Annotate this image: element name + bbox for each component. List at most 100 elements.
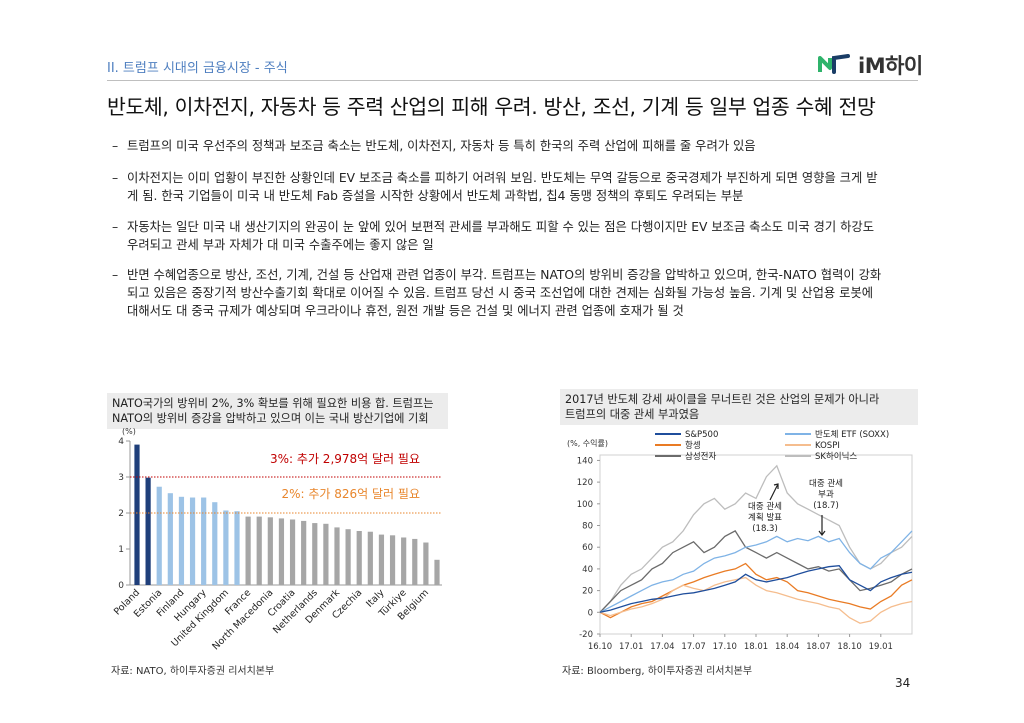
y-tick-label: 40: [582, 565, 593, 575]
bar: [345, 529, 351, 585]
bullet: 트럼프의 미국 우선주의 정책과 보조금 축소는 반도체, 이차전지, 자동차 …: [112, 137, 756, 155]
x-tick-label: 18.01: [744, 642, 768, 652]
x-tick-label: 17.07: [681, 642, 705, 652]
bar: [245, 516, 251, 585]
chart-caption: 2017년 반도체 강세 싸이클을 무너트린 것은 산업의 문제가 아니라 트럼…: [560, 389, 918, 425]
legend-label: SK하이닉스: [815, 451, 857, 462]
legend-label: 반도체 ETF (SOXX): [815, 429, 889, 440]
source-note: 자료: NATO, 하이투자증권 리서치본부: [111, 666, 275, 677]
caption-line: NATO의 방위비 증강을 압박하고 있으며 이는 국내 방산기업에 기회: [112, 412, 429, 425]
logo-mark: [818, 54, 850, 74]
bar: [212, 502, 218, 585]
line-series: [599, 565, 913, 613]
caption-line: 2017년 반도체 강세 싸이클을 무너트린 것은 산업의 문제가 아니라: [565, 393, 880, 406]
x-tick-label: 18.10: [837, 642, 861, 652]
bar: [334, 527, 340, 585]
bar: [434, 559, 440, 585]
x-tick-label: 19.01: [869, 642, 893, 652]
bullet-line: 우려되고 관세 부과 자체가 대 미국 수출주에는 좋지 않은 일: [127, 238, 434, 252]
x-tick-label: 16.10: [588, 642, 612, 652]
legend-label: 항셍: [685, 441, 701, 451]
bar: [301, 520, 307, 585]
annotation: 대중 관세: [809, 478, 843, 489]
bullet-line: 되고 있음은 중장기적 방산수출기회 확대로 이어질 수 있음. 트럼프 당선 …: [127, 286, 874, 300]
y-tick-label: 20: [582, 587, 593, 597]
legend-label: S&P500: [685, 430, 718, 440]
annotation: 부과: [818, 490, 834, 500]
caption-line: 트럼프의 대중 관세 부과였음: [565, 408, 700, 421]
y-tick-label: 140: [577, 456, 593, 466]
y-tick-label: 3: [118, 473, 124, 483]
bar: [423, 542, 429, 585]
bar: [223, 510, 229, 585]
y-tick-label: -20: [579, 630, 593, 640]
bar: [189, 497, 196, 585]
bar: [367, 531, 373, 585]
page-title: 반도체, 이차전지, 자동차 등 주력 산업의 피해 우려. 방산, 조선, 기…: [107, 95, 876, 119]
caption-line: NATO국가의 방위비 2%, 3% 확보를 위해 필요한 비용 합. 트럼프는: [112, 397, 434, 410]
y-tick-label: 1: [118, 545, 124, 555]
y-unit: (%, 수익률): [567, 438, 608, 448]
line-series: [599, 576, 913, 624]
y-tick-label: 60: [582, 543, 593, 553]
logo-text: iM하이: [858, 54, 923, 78]
bar: [401, 537, 407, 585]
bar: [289, 519, 296, 585]
bar: [145, 477, 151, 585]
bullet-line: 자동차는 일단 미국 내 생산기지의 완공이 눈 앞에 있어 보편적 관세를 부…: [127, 220, 875, 234]
bullet: 자동차는 일단 미국 내 생산기지의 완공이 눈 앞에 있어 보편적 관세를 부…: [112, 218, 875, 254]
bullet-line: 게 됨. 한국 기업들이 미국 내 반도체 Fab 증설을 시작한 상황에서 반…: [127, 189, 744, 203]
bullet-line: 트럼프의 미국 우선주의 정책과 보조금 축소는 반도체, 이차전지, 자동차 …: [127, 139, 756, 153]
x-tick-label: 17.01: [619, 642, 643, 652]
line-series: [599, 530, 913, 613]
reference-label: 2%: 추가 826억 달러 필요: [281, 487, 420, 501]
line-series: [599, 464, 913, 613]
reference-label: 3%: 추가 2,978억 달러 필요: [270, 452, 420, 466]
section-label: II. 트럼프 시대의 금융시장 - 주식: [107, 61, 288, 76]
y-tick-label: 4: [118, 437, 124, 447]
y-tick-label: 0: [118, 581, 124, 591]
legend-label: KOSPI: [815, 441, 840, 451]
bar: [278, 518, 285, 585]
page-number: 34: [895, 676, 911, 690]
legend-label: 삼성전자: [685, 451, 716, 462]
bar: [323, 523, 329, 585]
bar: [312, 523, 318, 585]
line-series: [599, 562, 913, 619]
bar: [412, 538, 418, 585]
y-tick-label: 2: [118, 509, 124, 519]
bar: [389, 535, 396, 585]
bar: [378, 534, 385, 585]
x-tick-label: 18.04: [775, 642, 799, 652]
bar: [256, 516, 262, 585]
annotation-arrow: [769, 483, 779, 501]
bar: [234, 511, 240, 585]
bullet-line: 반면 수혜업종으로 방산, 조선, 기계, 건설 등 산업재 관련 업종이 부각…: [127, 268, 882, 282]
bar: [178, 496, 185, 585]
bullet-line: 대해서도 대 중국 규제가 예상되며 우크라이나 휴전, 원전 개발 등은 건설…: [127, 304, 684, 318]
y-unit: (%): [122, 427, 136, 436]
x-tick-label: 18.07: [806, 642, 830, 652]
annotation-arrow: [818, 515, 826, 536]
source-note: 자료: Bloomberg, 하이투자증권 리서치본부: [562, 666, 753, 677]
x-tick-label: 17.10: [713, 642, 737, 652]
bar: [134, 444, 140, 585]
x-tick-label: 17.04: [650, 642, 674, 652]
annotation: (18.7): [813, 501, 839, 511]
y-tick-label: 100: [577, 500, 593, 510]
chart-caption: NATO국가의 방위비 2%, 3% 확보를 위해 필요한 비용 합. 트럼프는…: [107, 393, 448, 429]
annotation: (18.3): [752, 524, 778, 534]
annotation: 계획 발표: [748, 512, 782, 523]
annotation: 대중 관세: [748, 501, 782, 512]
bar: [167, 493, 173, 585]
bullet: 반면 수혜업종으로 방산, 조선, 기계, 건설 등 산업재 관련 업종이 부각…: [112, 266, 882, 320]
line-series: [599, 530, 913, 613]
bar: [156, 486, 162, 585]
bar: [267, 517, 273, 585]
bar: [201, 497, 207, 585]
y-tick-label: 0: [588, 608, 593, 618]
bullet-line: 이차전지는 이미 업황이 부진한 상황인데 EV 보조금 축소를 피하기 어려워…: [127, 171, 878, 185]
header-rule: [107, 80, 918, 81]
